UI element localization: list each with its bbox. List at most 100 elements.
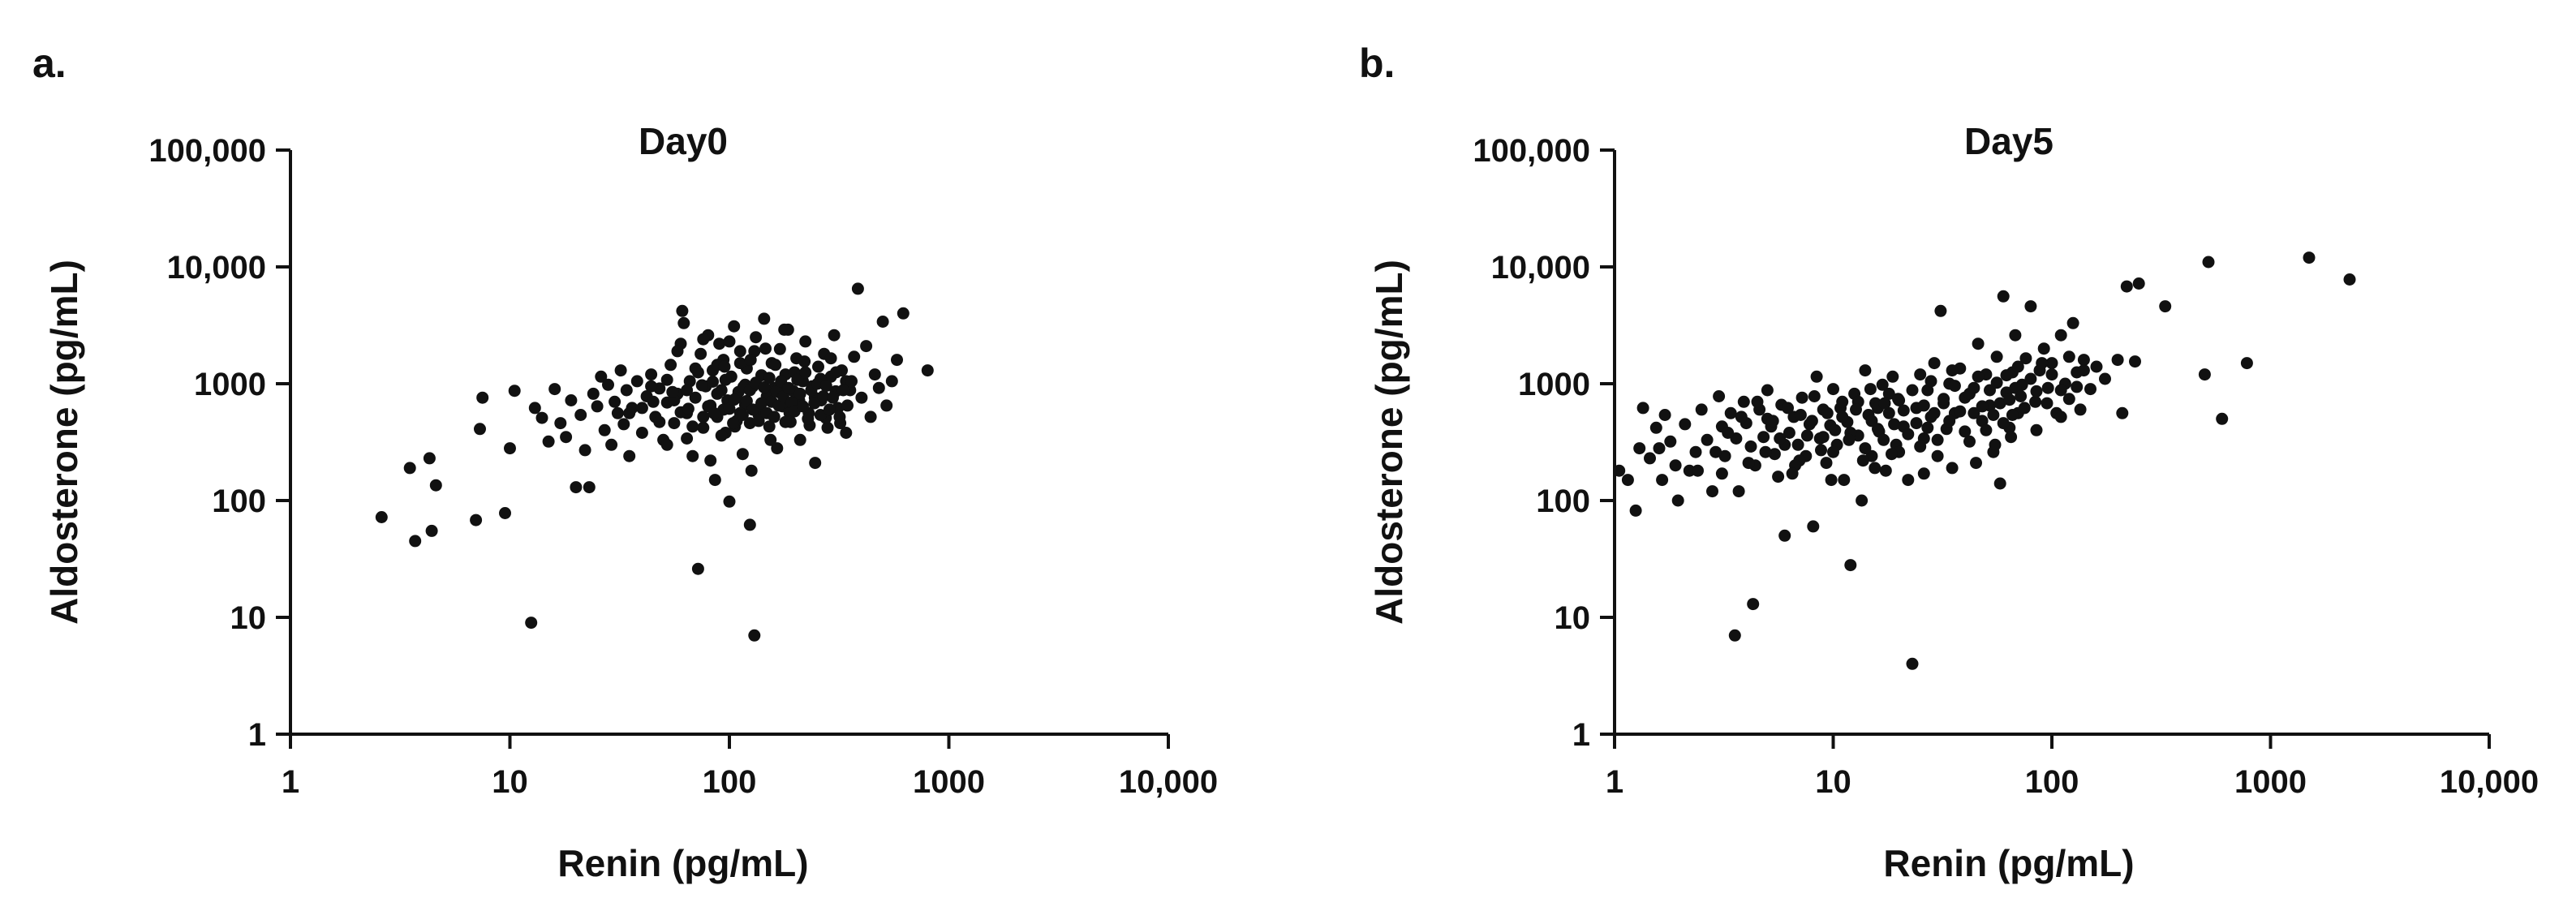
- data-point: [1882, 387, 1895, 400]
- data-point: [1805, 415, 1818, 428]
- data-point: [2019, 352, 2032, 365]
- data-point: [1820, 457, 1833, 470]
- data-point: [1689, 445, 1702, 458]
- data-point: [1722, 427, 1735, 439]
- data-point: [782, 381, 795, 394]
- data-point: [528, 402, 541, 415]
- data-point: [697, 421, 710, 434]
- data-point: [645, 380, 658, 393]
- data-point: [1825, 474, 1838, 487]
- data-point: [1948, 380, 1961, 393]
- data-point: [676, 304, 689, 317]
- data-point: [1633, 442, 1646, 455]
- data-point: [719, 373, 732, 386]
- data-point: [851, 282, 864, 295]
- y-tick-label: 100: [212, 483, 266, 519]
- data-point: [409, 535, 422, 548]
- data-point: [2240, 357, 2253, 370]
- x-ticks-day0: 1 10 100 1000 10,000: [282, 734, 1218, 800]
- data-point: [623, 406, 636, 419]
- data-point: [2045, 357, 2058, 370]
- data-point: [1649, 421, 1662, 434]
- data-point: [733, 357, 746, 370]
- x-tick-label: 1000: [913, 764, 985, 800]
- data-point: [664, 359, 677, 372]
- data-point: [2045, 368, 2058, 381]
- data-point: [1671, 494, 1684, 507]
- data-point: [1658, 409, 1671, 421]
- data-point: [1928, 357, 1941, 370]
- data-point: [848, 350, 861, 363]
- data-point: [1882, 406, 1895, 419]
- data-point: [891, 354, 903, 367]
- data-point: [1768, 448, 1781, 461]
- data-point: [660, 373, 673, 386]
- data-point: [2159, 300, 2172, 313]
- data-point: [798, 355, 811, 368]
- data-point: [1829, 423, 1842, 436]
- data-point: [872, 381, 885, 394]
- data-point: [542, 435, 555, 448]
- data-point: [635, 402, 648, 415]
- data-point: [1786, 467, 1799, 480]
- data-point: [1878, 397, 1891, 410]
- y-tick-label: 10: [230, 600, 267, 636]
- data-point: [2198, 368, 2211, 381]
- data-point: [1943, 415, 1956, 428]
- data-point: [1761, 384, 1774, 397]
- data-point: [829, 366, 842, 379]
- y-axis-title-day5: Aldosterone (pg/mL): [1368, 260, 1410, 625]
- data-point: [2009, 329, 2022, 342]
- data-point: [403, 462, 416, 475]
- data-point: [821, 421, 834, 434]
- data-point: [713, 337, 726, 350]
- data-point: [1766, 415, 1779, 428]
- data-point: [1902, 474, 1915, 487]
- data-point: [864, 410, 877, 423]
- data-point: [1931, 449, 1944, 462]
- data-point: [1928, 406, 1941, 419]
- data-point: [1810, 370, 1823, 383]
- data-point: [1902, 428, 1915, 441]
- data-point: [1737, 395, 1750, 408]
- data-point: [819, 380, 832, 393]
- x-ticks-day5: 1 10 100 1000 10,000: [1606, 734, 2539, 800]
- data-point: [1914, 368, 1927, 381]
- data-point: [1876, 378, 1889, 391]
- data-point: [2071, 380, 2084, 393]
- data-point: [1972, 337, 1985, 350]
- data-point: [686, 420, 699, 433]
- data-point: [1807, 520, 1820, 533]
- data-point: [1759, 445, 1772, 458]
- data-point: [1836, 410, 1849, 423]
- data-point: [1844, 559, 1857, 572]
- data-point: [1886, 448, 1898, 461]
- data-point: [746, 403, 759, 416]
- data-point: [723, 335, 736, 348]
- data-point: [1892, 393, 1904, 406]
- data-point: [2041, 397, 2053, 410]
- data-point: [1917, 467, 1930, 480]
- data-point: [605, 438, 618, 451]
- data-point: [1815, 444, 1827, 457]
- data-point: [793, 387, 806, 400]
- y-tick-label: 100,000: [148, 133, 266, 169]
- data-point: [880, 399, 893, 412]
- y-tick-label: 10,000: [1491, 250, 1590, 286]
- data-point: [695, 379, 708, 392]
- data-point: [814, 409, 827, 421]
- data-point: [845, 375, 858, 388]
- data-point: [2036, 357, 2049, 370]
- data-point: [2024, 372, 2037, 385]
- data-point: [759, 342, 772, 355]
- data-point: [470, 514, 483, 526]
- data-point: [602, 378, 614, 391]
- y-tick-label: 10: [1555, 600, 1591, 636]
- data-point: [733, 345, 746, 358]
- data-point: [840, 427, 853, 439]
- panel-label-a: a.: [32, 41, 67, 86]
- data-point: [1906, 657, 1919, 670]
- data-point: [1963, 387, 1976, 400]
- data-point: [1931, 433, 1944, 446]
- data-point: [647, 395, 660, 408]
